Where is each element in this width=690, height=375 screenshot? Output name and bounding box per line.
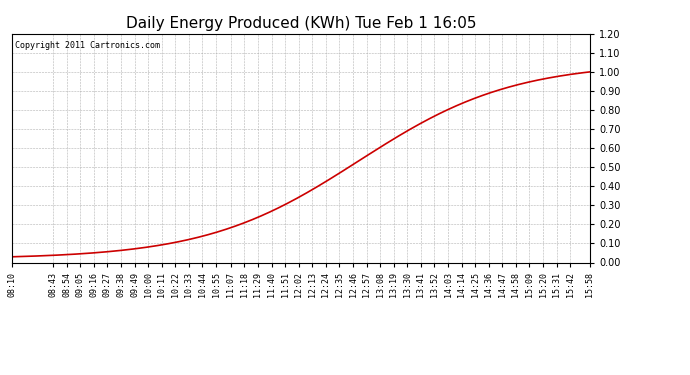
Text: Copyright 2011 Cartronics.com: Copyright 2011 Cartronics.com: [15, 40, 160, 50]
Title: Daily Energy Produced (KWh) Tue Feb 1 16:05: Daily Energy Produced (KWh) Tue Feb 1 16…: [126, 16, 476, 31]
